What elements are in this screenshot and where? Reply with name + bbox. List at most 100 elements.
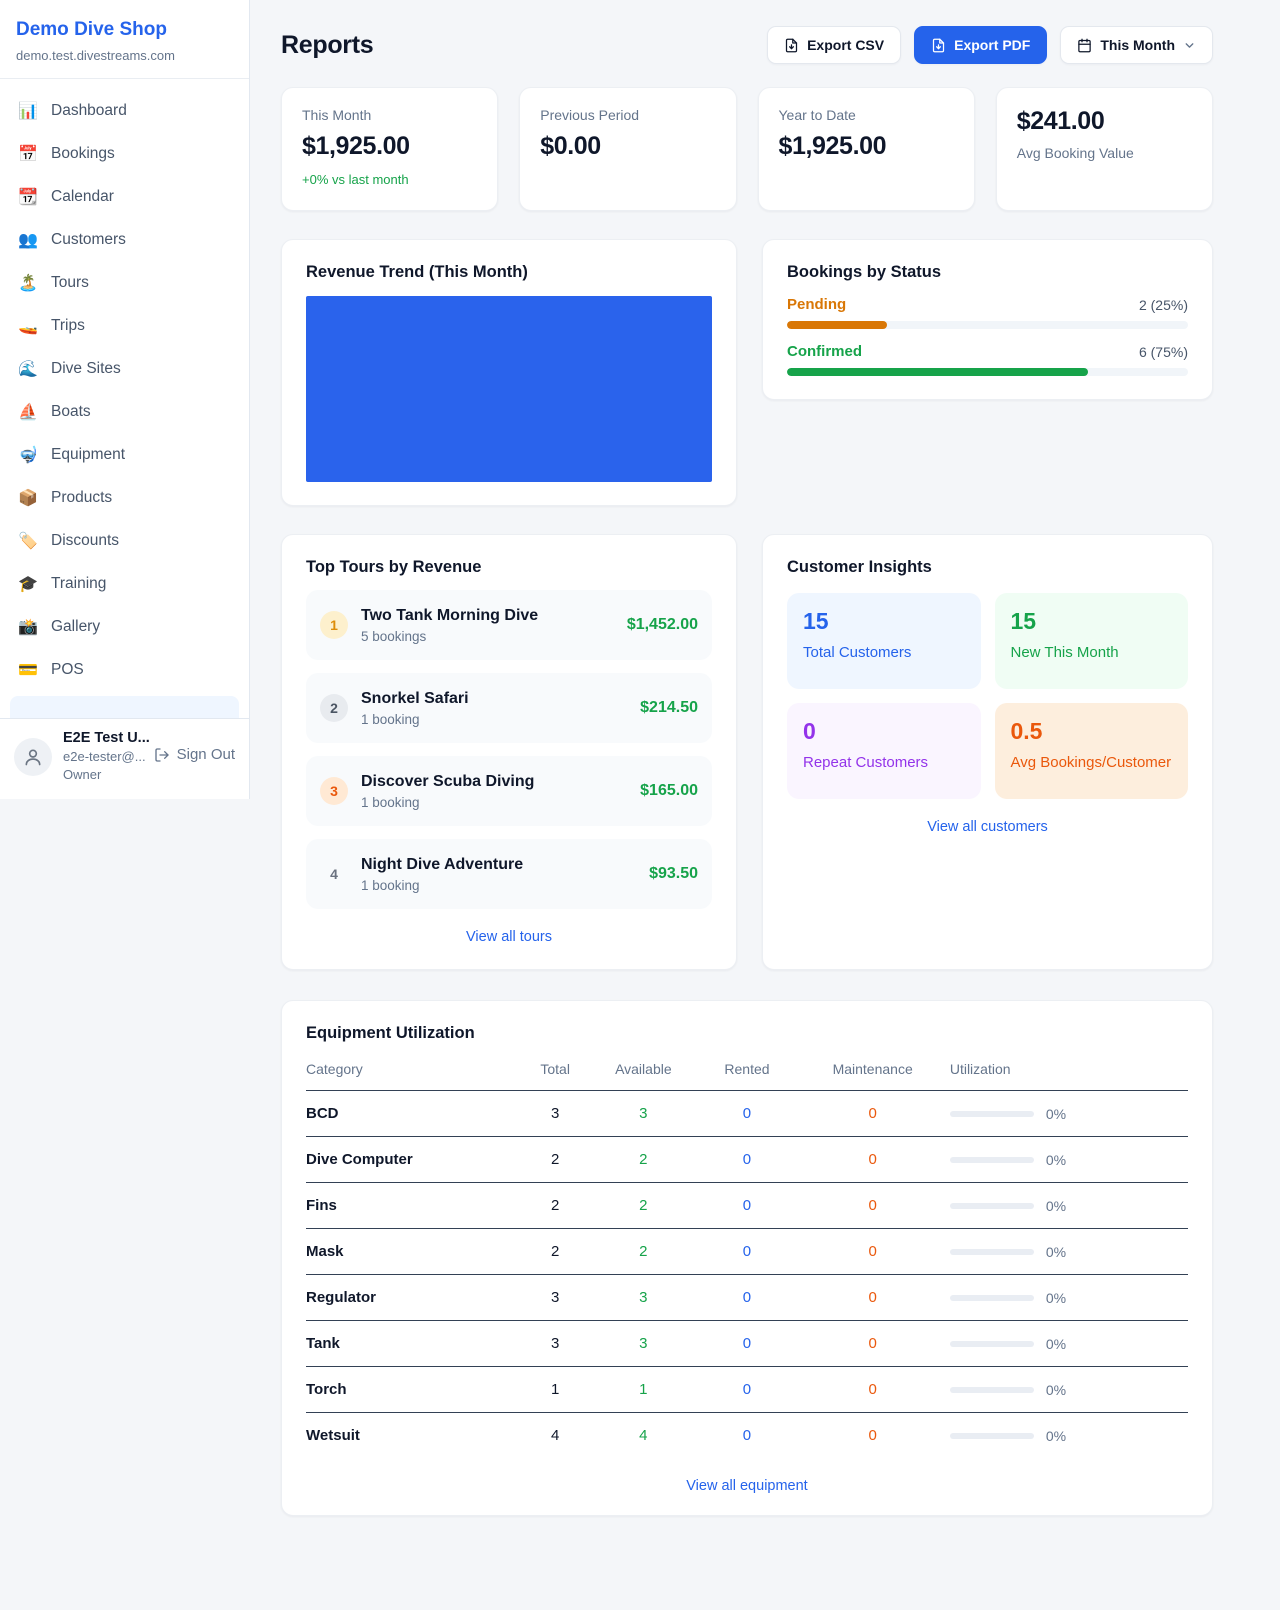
user-role: Owner [63,767,102,782]
training-icon: 🎓 [18,575,38,593]
tile-avg-bookings-per-customer: 0.5 Avg Bookings/Customer [994,703,1188,799]
tour-bookings: 5 bookings [361,628,427,644]
sidebar-item-dive-sites[interactable]: 🌊 Dive Sites [8,347,241,390]
sidebar-item-label: POS [51,660,84,678]
view-all-tours-link[interactable]: View all tours [306,928,712,946]
tile-label: Repeat Customers [803,754,929,771]
export-csv-button[interactable]: Export CSV [767,26,902,64]
cell-utilization: 0% [949,1366,1188,1413]
tour-row: 2 Snorkel Safari 1 booking $214.50 [306,673,712,743]
dive-sites-icon: 🌊 [18,360,38,378]
chevron-down-icon [1185,42,1194,48]
sidebar-item-pos[interactable]: 💳 POS [8,648,241,691]
table-row: Regulator 3 3 0 0 0% [306,1274,1188,1321]
row-charts: Revenue Trend (This Month) Bookings by S… [281,239,1213,506]
sidebar-item-trips[interactable]: 🚤 Trips [8,304,241,347]
sidebar-item-label: Boats [51,402,91,420]
status-label: Pending [787,296,847,313]
cell-utilization: 0% [949,1413,1188,1459]
insight-tiles: 15 Total Customers 15 New This Month 0 R… [787,593,1188,799]
cell-category: BCD [306,1090,523,1137]
utilization-text: 0% [1045,1381,1067,1398]
cell-maintenance: 0 [868,1427,877,1444]
utilization-text: 0% [1045,1151,1067,1168]
cell-category: Mask [306,1228,523,1275]
sign-out-button[interactable]: Sign Out [154,746,235,763]
sidebar-item-discounts[interactable]: 🏷️ Discounts [8,519,241,562]
col-total: Total [522,1053,589,1091]
utilization-track [949,1432,1034,1439]
sidebar-item-products[interactable]: 📦 Products [8,476,241,519]
export-csv-label: Export CSV [807,37,885,53]
export-pdf-button[interactable]: Export PDF [914,26,1048,64]
stat-previous-period: Previous Period $0.00 [519,87,737,211]
sidebar-item-label: Products [51,488,113,506]
equipment-utilization-panel: Equipment Utilization Category Total Ava… [281,1000,1213,1516]
bookings-by-status-title: Bookings by Status [787,263,942,281]
logout-icon [154,747,169,762]
cell-utilization: 0% [949,1182,1188,1229]
stat-label: Year to Date [778,107,856,123]
cell-category: Fins [306,1182,523,1229]
tile-label: New This Month [1010,644,1119,661]
tile-total-customers: 15 Total Customers [787,593,981,689]
sidebar-item-tours[interactable]: 🏝️ Tours [8,261,241,304]
cell-total: 2 [522,1136,589,1183]
revenue-trend-panel: Revenue Trend (This Month) [281,239,737,506]
trips-icon: 🚤 [18,317,38,335]
tour-name: Snorkel Safari [361,689,469,707]
rank-badge: 4 [330,866,338,882]
cell-maintenance: 0 [795,1228,950,1275]
sidebar-item-gallery[interactable]: 📸 Gallery [8,605,241,648]
tour-name: Discover Scuba Diving [361,772,535,790]
stat-label: Previous Period [540,107,640,123]
user-meta: E2E Test U... e2e-tester@... Owner [63,730,150,782]
cell-category: Torch [306,1366,523,1413]
avatar [14,738,52,776]
view-all-equipment-link[interactable]: View all equipment [306,1477,1188,1495]
sidebar-item-label: Dive Sites [51,359,121,377]
equipment-table: Category Total Available Rented Maintena… [306,1053,1188,1458]
user-email: e2e-tester@... [63,749,146,764]
status-label: Confirmed [787,343,862,360]
sidebar-item-equipment[interactable]: 🤿 Equipment [8,433,241,476]
sidebar-item-bookings[interactable]: 📅 Bookings [8,132,241,175]
equipment-utilization-title: Equipment Utilization [306,1024,475,1042]
stat-value: $1,925.00 [778,132,887,160]
period-dropdown[interactable]: This Month [1060,26,1213,64]
stat-value: $241.00 [1016,107,1105,135]
cell-rented: 0 [698,1366,796,1413]
tile-label: Avg Bookings/Customer [1010,754,1172,771]
sidebar-header: Demo Dive Shop demo.test.divestreams.com [0,0,249,79]
equipment-icon: 🤿 [18,446,38,464]
sidebar-item-training[interactable]: 🎓 Training [8,562,241,605]
header-actions: Export CSV Export PDF This Month [767,26,1213,64]
tour-row: 1 Two Tank Morning Dive 5 bookings $1,45… [306,590,712,660]
cell-maintenance: 0 [795,1136,950,1183]
sign-out-label: Sign Out [176,746,235,763]
cell-rented: 0 [742,1427,752,1444]
view-all-customers-link[interactable]: View all customers [787,818,1188,836]
cell-available: 2 [588,1228,699,1275]
stat-year-to-date: Year to Date $1,925.00 [757,87,975,211]
products-icon: 📦 [18,489,38,507]
tour-revenue: $165.00 [640,782,698,799]
sidebar-item-dashboard[interactable]: 📊 Dashboard [8,89,241,132]
cell-category: Dive Computer [306,1136,523,1183]
sidebar-active-item-partial[interactable] [10,696,239,718]
sidebar-item-calendar[interactable]: 📆 Calendar [8,175,241,218]
tile-value: 0 [803,718,816,744]
tours-icon: 🏝️ [18,274,38,292]
tour-bookings: 1 booking [361,877,420,893]
sidebar-nav: 📊 Dashboard 📅 Bookings 📆 Calendar 👥 Cust… [0,79,249,718]
col-utilization: Utilization [949,1053,1188,1091]
cell-utilization: 0% [949,1090,1188,1137]
cell-rented: 0 [698,1228,796,1275]
utilization-track [949,1340,1034,1347]
tour-row: 4 Night Dive Adventure 1 booking $93.50 [306,839,712,909]
sidebar-item-boats[interactable]: ⛵ Boats [8,390,241,433]
sidebar-item-customers[interactable]: 👥 Customers [8,218,241,261]
user-panel: E2E Test U... e2e-tester@... Owner Sign … [0,718,249,799]
brand-domain: demo.test.divestreams.com [16,48,175,63]
sidebar-item-label: Discounts [51,531,120,549]
